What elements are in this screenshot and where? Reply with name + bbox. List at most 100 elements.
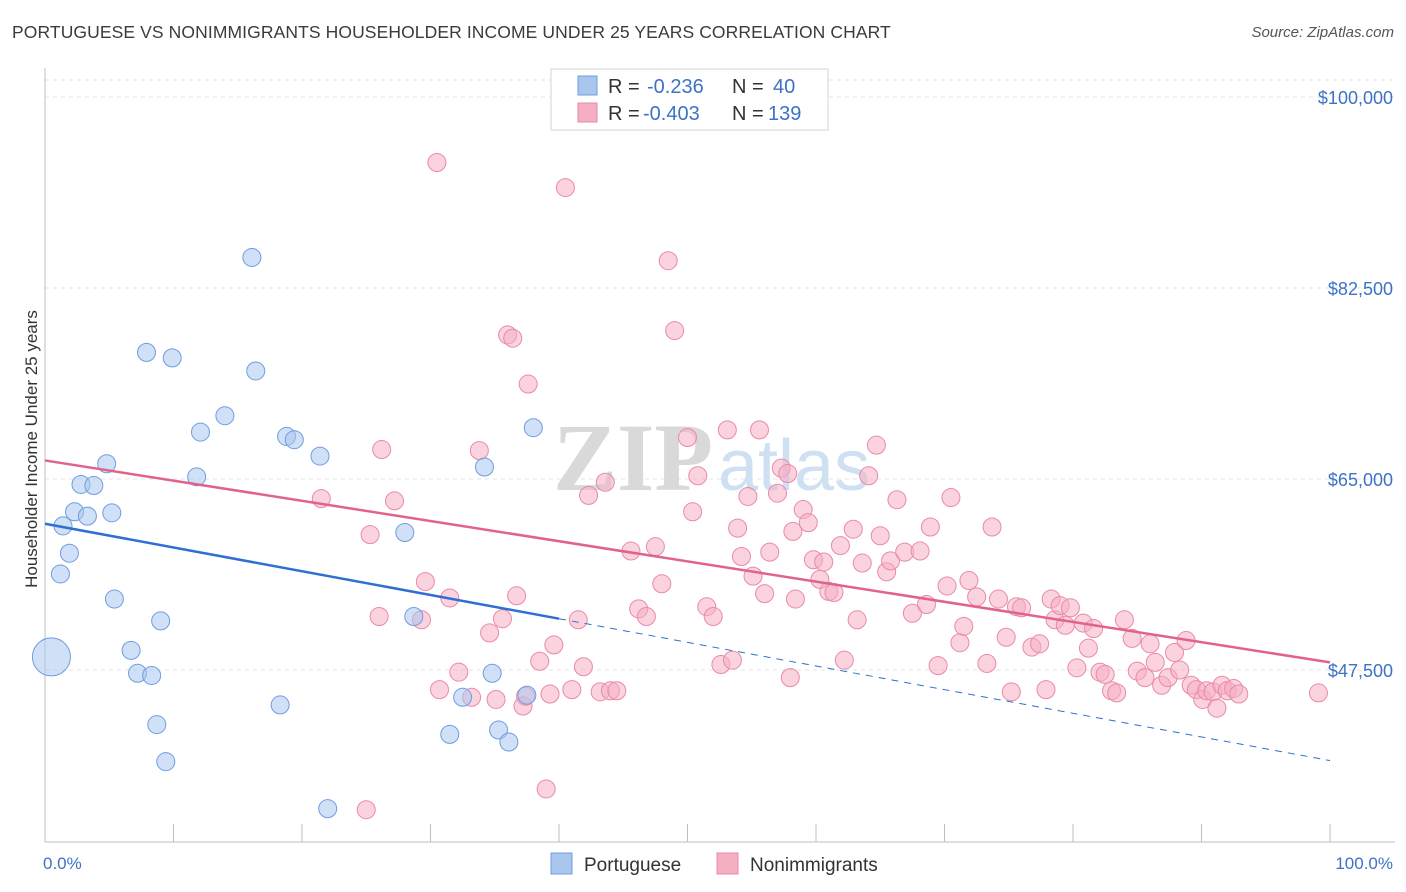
y-tick-label: $65,000 <box>1328 470 1393 490</box>
series-legend: Portuguese Nonimmigrants <box>550 852 878 876</box>
nonimmigrants-point <box>941 488 961 508</box>
nonimmigrants-point <box>902 603 922 623</box>
nonimmigrants-point <box>1145 652 1165 672</box>
axes-layer <box>44 68 1395 843</box>
nonimmigrants-point <box>678 428 697 448</box>
nonimmigrants-point <box>1122 628 1142 648</box>
nonimmigrants-point <box>636 607 656 627</box>
portuguese-trend-line <box>44 522 560 620</box>
nonimmigrants-point <box>767 483 787 503</box>
nonimmigrants-point <box>449 662 469 682</box>
nonimmigrants-point <box>579 485 599 505</box>
portuguese-point <box>318 799 338 819</box>
nonimmigrants-point <box>703 607 723 627</box>
nonimmigrants-point <box>1095 664 1115 684</box>
portuguese-point <box>31 637 71 677</box>
legend-n-value: 139 <box>768 103 801 125</box>
nonimmigrants-point <box>356 800 376 820</box>
portuguese-point <box>395 522 415 542</box>
nonimmigrants-point <box>814 552 834 572</box>
nonimmigrants-point <box>866 435 886 455</box>
y-tick-label: $82,500 <box>1328 279 1393 299</box>
nonimmigrants-point <box>967 587 987 607</box>
nonimmigrants-point <box>1001 682 1021 702</box>
nonimmigrants-trend-line <box>44 459 1331 664</box>
legend-swatch-nonimmigrants <box>716 852 739 875</box>
nonimmigrants-point <box>385 491 405 511</box>
portuguese-point <box>474 457 494 477</box>
nonimmigrants-point <box>1170 660 1190 680</box>
nonimmigrants-point <box>595 472 615 492</box>
nonimmigrants-point <box>1229 684 1249 704</box>
nonimmigrants-point <box>722 650 742 670</box>
portuguese-point <box>404 607 424 627</box>
nonimmigrants-point <box>852 553 872 573</box>
portuguese-point <box>523 418 543 438</box>
nonimmigrants-point <box>887 490 907 510</box>
nonimmigrants-point <box>780 668 800 688</box>
legend-swatch-portuguese <box>550 852 573 875</box>
portuguese-point <box>156 752 176 772</box>
y-axis-label: Householder Income Under 25 years <box>22 310 41 588</box>
nonimmigrants-point <box>469 441 489 461</box>
nonimmigrants-point <box>658 251 678 271</box>
nonimmigrants-point <box>544 635 564 655</box>
nonimmigrants-point <box>555 178 575 198</box>
portuguese-point <box>246 361 266 381</box>
nonimmigrants-point <box>954 616 974 636</box>
x-tick-labels: 0.0% 100.0% <box>43 854 1393 873</box>
nonimmigrants-point <box>492 609 512 629</box>
nonimmigrants-point <box>480 623 500 643</box>
nonimmigrants-point <box>536 779 556 799</box>
portuguese-point <box>151 611 171 631</box>
nonimmigrants-point <box>507 586 527 606</box>
nonimmigrants-point <box>665 321 685 341</box>
nonimmigrants-point <box>798 513 818 533</box>
y-tick-labels: $100,000 $82,500 $65,000 $47,500 <box>1318 88 1393 681</box>
nonimmigrants-point <box>1165 643 1185 663</box>
portuguese-point <box>50 564 70 584</box>
nonimmigrants-point <box>360 525 380 545</box>
nonimmigrants-point <box>847 610 867 630</box>
nonimmigrants-point <box>568 610 588 630</box>
nonimmigrants-point <box>859 466 879 486</box>
nonimmigrants-point <box>996 627 1016 647</box>
legend-n-value: 40 <box>773 76 795 98</box>
nonimmigrants-point <box>830 536 850 556</box>
nonimmigrants-point <box>928 656 948 676</box>
legend-r-value: -0.236 <box>647 76 704 98</box>
portuguese-point <box>310 446 330 466</box>
portuguese-point <box>142 665 162 685</box>
legend-r-value: -0.403 <box>643 103 700 125</box>
portuguese-point <box>121 640 141 660</box>
legend-r-label: R = <box>608 76 640 98</box>
portuguese-point <box>77 506 97 526</box>
portuguese-trend-extension <box>558 618 1331 762</box>
nonimmigrants-point <box>530 651 550 671</box>
nonimmigrants-point <box>728 518 748 538</box>
nonimmigrants-point <box>369 607 389 627</box>
nonimmigrants-point <box>937 576 957 596</box>
nonimmigrants-point <box>950 633 970 653</box>
nonimmigrants-points <box>311 152 1328 820</box>
nonimmigrants-point <box>688 466 708 486</box>
nonimmigrants-point <box>843 519 863 539</box>
portuguese-point <box>162 348 182 368</box>
portuguese-point <box>187 467 207 487</box>
nonimmigrants-point <box>783 521 803 541</box>
nonimmigrants-point <box>562 680 582 700</box>
watermark: ZIP atlas <box>553 404 870 511</box>
nonimmigrants-point <box>1036 680 1056 700</box>
nonimmigrants-point <box>977 653 997 673</box>
chart-title: PORTUGUESE VS NONIMMIGRANTS HOUSEHOLDER … <box>12 22 891 42</box>
watermark-zip: ZIP <box>553 404 713 511</box>
nonimmigrants-point <box>1135 668 1155 688</box>
legend-label-nonimmigrants: Nonimmigrants <box>750 855 878 876</box>
legend-n-label: N = <box>732 76 764 98</box>
x-tick-label: 0.0% <box>43 854 82 873</box>
y-tick-label: $100,000 <box>1318 88 1393 108</box>
nonimmigrants-point <box>731 546 751 566</box>
legend-swatch-nonimmigrants <box>577 102 598 123</box>
portuguese-point <box>453 687 473 707</box>
